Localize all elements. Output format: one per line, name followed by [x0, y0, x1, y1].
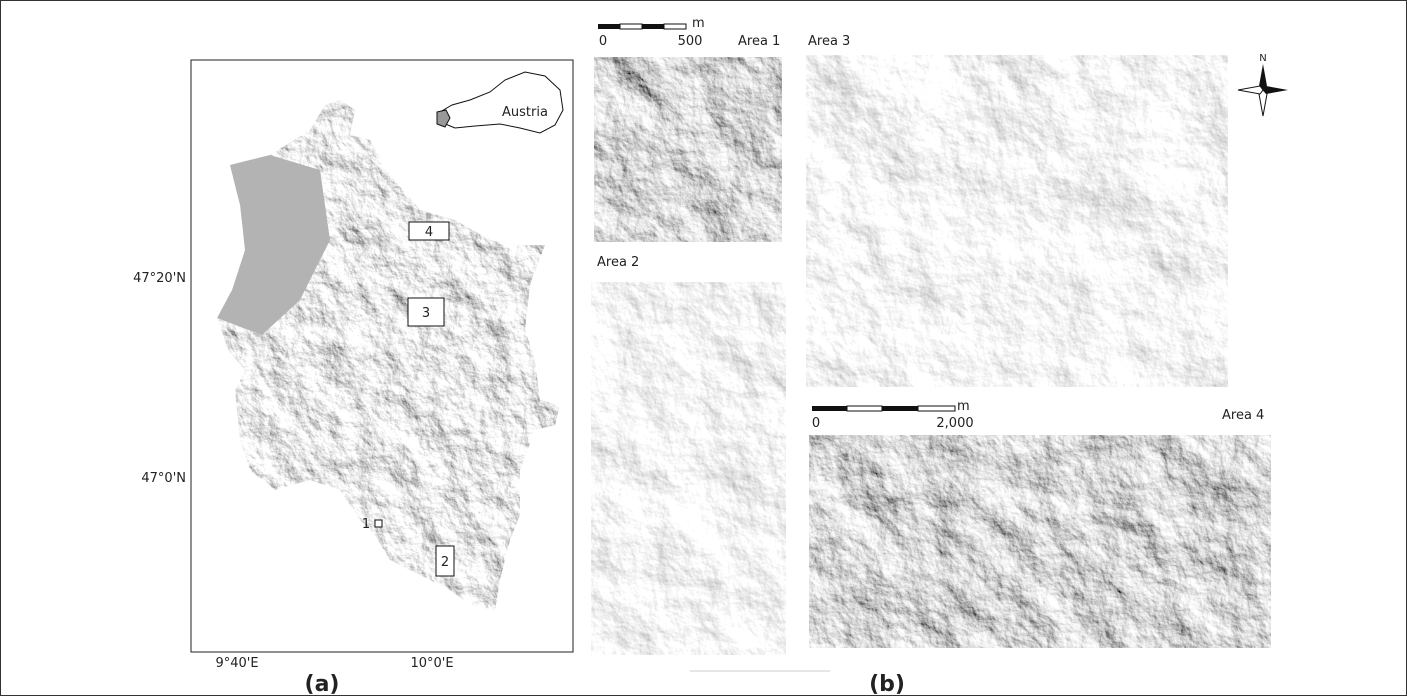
area-label: Area 4: [1222, 408, 1264, 423]
area-1-hillshade: [594, 57, 782, 242]
scale-segment: [642, 24, 664, 29]
area-marker-label: 4: [425, 225, 433, 240]
panel-label: (b): [869, 672, 905, 696]
scale-bar-large: [812, 406, 955, 411]
scale-tick-label: 2,000: [936, 416, 973, 431]
lat-label: 47°20'N: [133, 271, 186, 286]
scale-segment: [882, 406, 918, 411]
scale-segment: [812, 406, 847, 411]
scale-tick-label: 0: [599, 34, 607, 49]
area-marker-label: 3: [422, 306, 430, 321]
area-label: Area 1: [738, 34, 780, 49]
compass-point: [1263, 86, 1288, 94]
scale-segment: [664, 24, 686, 29]
compass-point: [1238, 86, 1263, 94]
north-label: N: [1259, 53, 1266, 64]
area-label: Area 3: [808, 34, 850, 49]
lat-label: 47°0'N: [141, 471, 186, 486]
scale-segment: [620, 24, 642, 29]
area-3-hillshade: [806, 55, 1228, 387]
area-label: Area 2: [597, 255, 639, 270]
scale-unit: m: [957, 399, 970, 414]
scale-segment: [918, 406, 955, 411]
figure: Austria 4 3 1 2 47°20'N 47°0'N 9°40'E 10…: [0, 0, 1407, 696]
lon-label: 10°0'E: [410, 656, 453, 671]
panel-label: (a): [305, 672, 340, 696]
scale-segment: [598, 24, 620, 29]
area-marker-label: 1: [362, 517, 370, 532]
scale-tick-label: 500: [678, 34, 703, 49]
inset-label: Austria: [502, 105, 548, 120]
scale-tick-label: 0: [812, 416, 820, 431]
lon-label: 9°40'E: [215, 656, 258, 671]
area-4-hillshade: [809, 435, 1271, 648]
scale-segment: [847, 406, 882, 411]
north-arrow: [1238, 64, 1288, 116]
area-marker: [375, 520, 382, 527]
scale-bar-small: [598, 24, 686, 29]
scale-unit: m: [692, 16, 705, 31]
area-2-hillshade: [591, 282, 786, 655]
area-marker-label: 2: [441, 555, 449, 570]
